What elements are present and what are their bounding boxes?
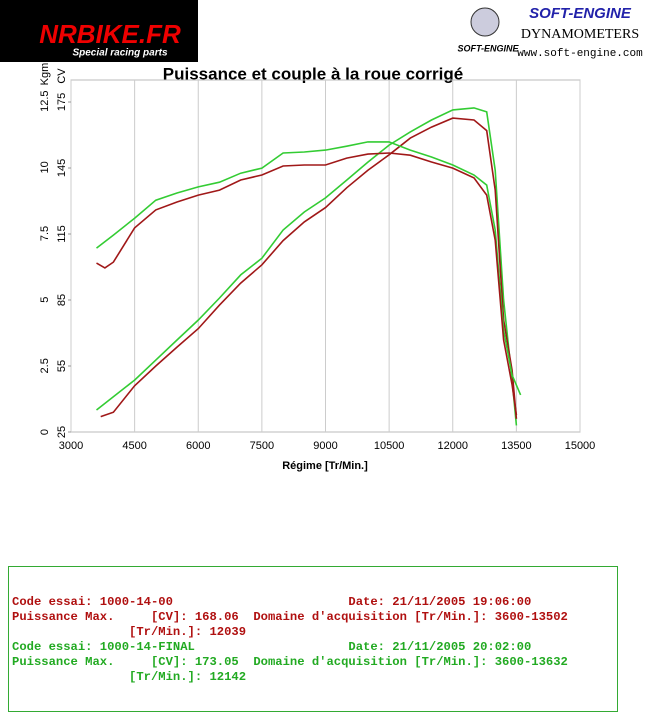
logo-left: [0, 0, 198, 62]
logo-right-url: www.soft-engine.com: [517, 48, 643, 60]
info-line: Code essai: 1000-14-00 Date: 21/11/2005 …: [12, 595, 532, 609]
y2-tick-label: 5: [39, 297, 51, 303]
series-line: [96, 107, 518, 426]
y2-axis-title: Kgm: [39, 63, 51, 86]
y2-tick-label: 0: [39, 429, 51, 435]
y-tick-label: 115: [56, 225, 68, 243]
y-tick-label: 175: [56, 93, 68, 111]
x-tick-label: 15000: [565, 440, 596, 452]
info-line: [Tr/Min.]: 12039: [12, 625, 247, 639]
y-axis-title: CV: [56, 68, 68, 84]
x-tick-label: 10500: [374, 440, 405, 452]
info-line: Code essai: 1000-14-FINAL Date: 21/11/20…: [12, 640, 532, 654]
info-line: Puissance Max. [CV]: 168.06 Domaine d'ac…: [12, 610, 568, 624]
y2-tick-label: 12.5: [39, 90, 51, 111]
y2-tick-label: 10: [39, 161, 51, 173]
logo-left-title: NRBIKE.FR: [39, 19, 181, 49]
y-tick-label: 85: [56, 294, 68, 306]
y-tick-label: 55: [56, 360, 68, 372]
x-tick-label: 12000: [437, 440, 468, 452]
chart-title: Puissance et couple à la roue corrigé: [163, 64, 463, 83]
logo-right-brand: SOFT-ENGINE: [529, 5, 632, 22]
y-tick-label: 25: [56, 426, 68, 438]
series-line: [96, 152, 518, 416]
logo-left-subtitle: Special racing parts: [72, 48, 167, 59]
y2-tick-label: 7.5: [39, 226, 51, 241]
series-line: [100, 117, 518, 419]
logo-icon: [470, 7, 500, 37]
x-tick-label: 13500: [501, 440, 532, 452]
x-tick-label: 7500: [250, 440, 274, 452]
chart: NRBIKE.FR Special racing parts SOFT-ENGI…: [0, 0, 643, 472]
info-line: [Tr/Min.]: 12142: [12, 670, 247, 684]
y-tick-label: 145: [56, 159, 68, 177]
y2-tick-label: 2.5: [39, 358, 51, 373]
series-line: [96, 141, 522, 396]
info-box: Code essai: 1000-14-00 Date: 21/11/2005 …: [8, 566, 618, 712]
info-line: Puissance Max. [CV]: 173.05 Domaine d'ac…: [12, 655, 568, 669]
x-axis-title: Régime [Tr/Min.]: [282, 460, 368, 472]
logo-right-small: SOFT-ENGINE: [457, 43, 519, 53]
x-tick-label: 9000: [313, 440, 337, 452]
x-tick-label: 4500: [122, 440, 146, 452]
x-tick-label: 6000: [186, 440, 210, 452]
x-tick-label: 3000: [59, 440, 83, 452]
logo-right-line: DYNAMOMETERS: [521, 27, 639, 42]
